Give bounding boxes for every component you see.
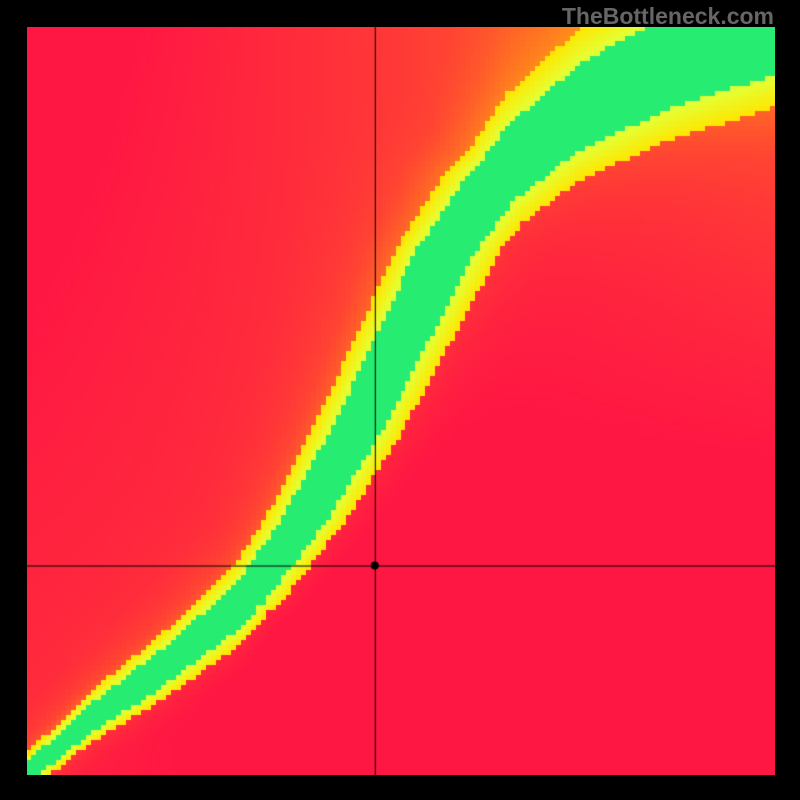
heatmap-plot (27, 27, 775, 775)
watermark-text: TheBottleneck.com (562, 3, 774, 30)
chart-container: TheBottleneck.com (0, 0, 800, 800)
